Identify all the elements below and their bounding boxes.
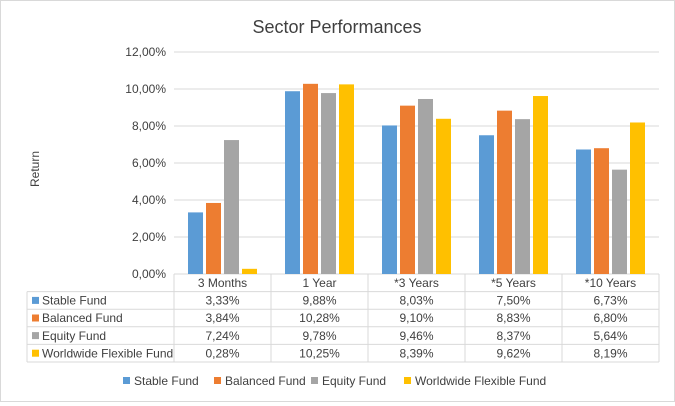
bar — [188, 212, 203, 274]
bar — [479, 135, 494, 274]
y-tick-label: 0,00% — [132, 267, 166, 281]
bar — [630, 122, 645, 274]
bar — [382, 125, 397, 274]
chart-title: Sector Performances — [252, 17, 421, 37]
legend-key — [311, 377, 318, 384]
bar — [400, 105, 415, 275]
category-label: *3 Years — [394, 276, 439, 290]
legend-label: Balanced Fund — [225, 374, 306, 388]
y-tick-label: 10,00% — [125, 82, 166, 96]
bar — [303, 83, 318, 274]
table-value: 9,62% — [496, 346, 530, 360]
gridlines — [174, 51, 659, 275]
table-value: 9,88% — [302, 294, 336, 308]
y-tick-label: 4,00% — [132, 193, 166, 207]
bar — [285, 91, 300, 274]
y-tick-label: 6,00% — [132, 156, 166, 170]
table-series-name: Balanced Fund — [42, 311, 123, 325]
bar — [497, 110, 512, 275]
table-value: 8,37% — [496, 329, 530, 343]
bars — [188, 83, 645, 275]
table-value: 8,39% — [399, 346, 433, 360]
bar — [533, 96, 548, 274]
legend-key — [404, 377, 411, 384]
table-value: 7,50% — [496, 294, 530, 308]
category-label: *10 Years — [585, 276, 636, 290]
table-value: 0,28% — [205, 346, 239, 360]
y-axis-label: Return — [28, 151, 42, 187]
table-legend-key — [32, 314, 39, 322]
bar — [594, 148, 609, 274]
legend-label: Stable Fund — [134, 374, 199, 388]
table-value: 10,28% — [299, 311, 340, 325]
bar — [339, 84, 354, 274]
table-value: 6,80% — [593, 311, 627, 325]
table-value: 3,33% — [205, 294, 239, 308]
bar — [612, 169, 627, 274]
table-series-name: Stable Fund — [42, 294, 107, 308]
table-value: 8,19% — [593, 346, 627, 360]
legend-label: Worldwide Flexible Fund — [415, 374, 546, 388]
bar — [206, 202, 221, 274]
legend-key — [214, 377, 221, 384]
data-table: 3 Months 1 Year *3 Years *5 Years *10 Years S… — [26, 274, 660, 363]
table-value: 3,84% — [205, 311, 239, 325]
bar — [242, 268, 257, 274]
table-value: 8,03% — [399, 294, 433, 308]
table-value: 9,46% — [399, 329, 433, 343]
legend-key — [123, 377, 130, 384]
table-value: 6,73% — [593, 294, 627, 308]
bar — [515, 119, 530, 274]
table-legend-key — [32, 332, 39, 340]
legend-label: Equity Fund — [322, 374, 386, 388]
legend: Stable Fund Balanced Fund Equity Fund World… — [123, 374, 546, 388]
bar — [321, 93, 336, 274]
y-tick-label: 12,00% — [125, 45, 166, 59]
bar — [436, 118, 451, 274]
table-series-name: Worldwide Flexible Fund — [42, 346, 173, 360]
table-legend-key — [32, 349, 39, 357]
y-tick-label: 2,00% — [132, 230, 166, 244]
table-value: 10,25% — [299, 346, 340, 360]
table-value: 7,24% — [205, 329, 239, 343]
category-label: 3 Months — [198, 276, 247, 290]
table-value: 5,64% — [593, 329, 627, 343]
table-legend-key — [32, 296, 39, 304]
bar — [224, 140, 239, 274]
y-tick-label: 8,00% — [132, 119, 166, 133]
bar — [576, 149, 591, 274]
category-label: *5 Years — [491, 276, 536, 290]
table-value: 8,83% — [496, 311, 530, 325]
category-label: 1 Year — [302, 276, 336, 290]
table-value: 9,78% — [302, 329, 336, 343]
table-series-name: Equity Fund — [42, 329, 106, 343]
y-axis-ticks: 0,00% 2,00% 4,00% 6,00% 8,00% 10,00% 12,00% — [125, 45, 166, 281]
table-value: 9,10% — [399, 311, 433, 325]
bar — [418, 98, 433, 275]
